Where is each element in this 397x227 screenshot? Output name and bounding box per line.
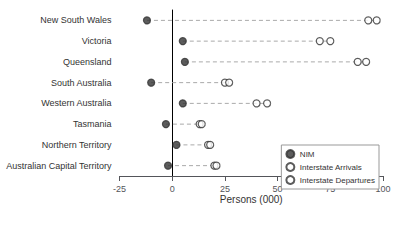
svg-text:0: 0 bbox=[170, 184, 175, 194]
svg-text:Persons (000): Persons (000) bbox=[220, 194, 283, 205]
svg-text:100: 100 bbox=[375, 183, 391, 194]
svg-text:25: 25 bbox=[220, 184, 230, 194]
svg-text:NIM: NIM bbox=[300, 150, 315, 159]
svg-text:New South Wales: New South Wales bbox=[40, 15, 112, 25]
svg-text:Northern Territory: Northern Territory bbox=[42, 140, 112, 150]
svg-text:Interstate Departures: Interstate Departures bbox=[300, 176, 375, 185]
svg-text:Australian Capital Territory: Australian Capital Territory bbox=[6, 161, 112, 171]
svg-text:Victoria: Victoria bbox=[82, 36, 112, 46]
svg-text:South Australia: South Australia bbox=[51, 78, 112, 88]
svg-text:Western Australia: Western Australia bbox=[41, 98, 111, 108]
svg-text:Queensland: Queensland bbox=[63, 57, 112, 67]
svg-text:Interstate Arrivals: Interstate Arrivals bbox=[300, 163, 362, 172]
svg-text:-25: -25 bbox=[113, 184, 126, 194]
svg-text:50: 50 bbox=[272, 183, 283, 194]
svg-text:Tasmania: Tasmania bbox=[73, 119, 112, 129]
